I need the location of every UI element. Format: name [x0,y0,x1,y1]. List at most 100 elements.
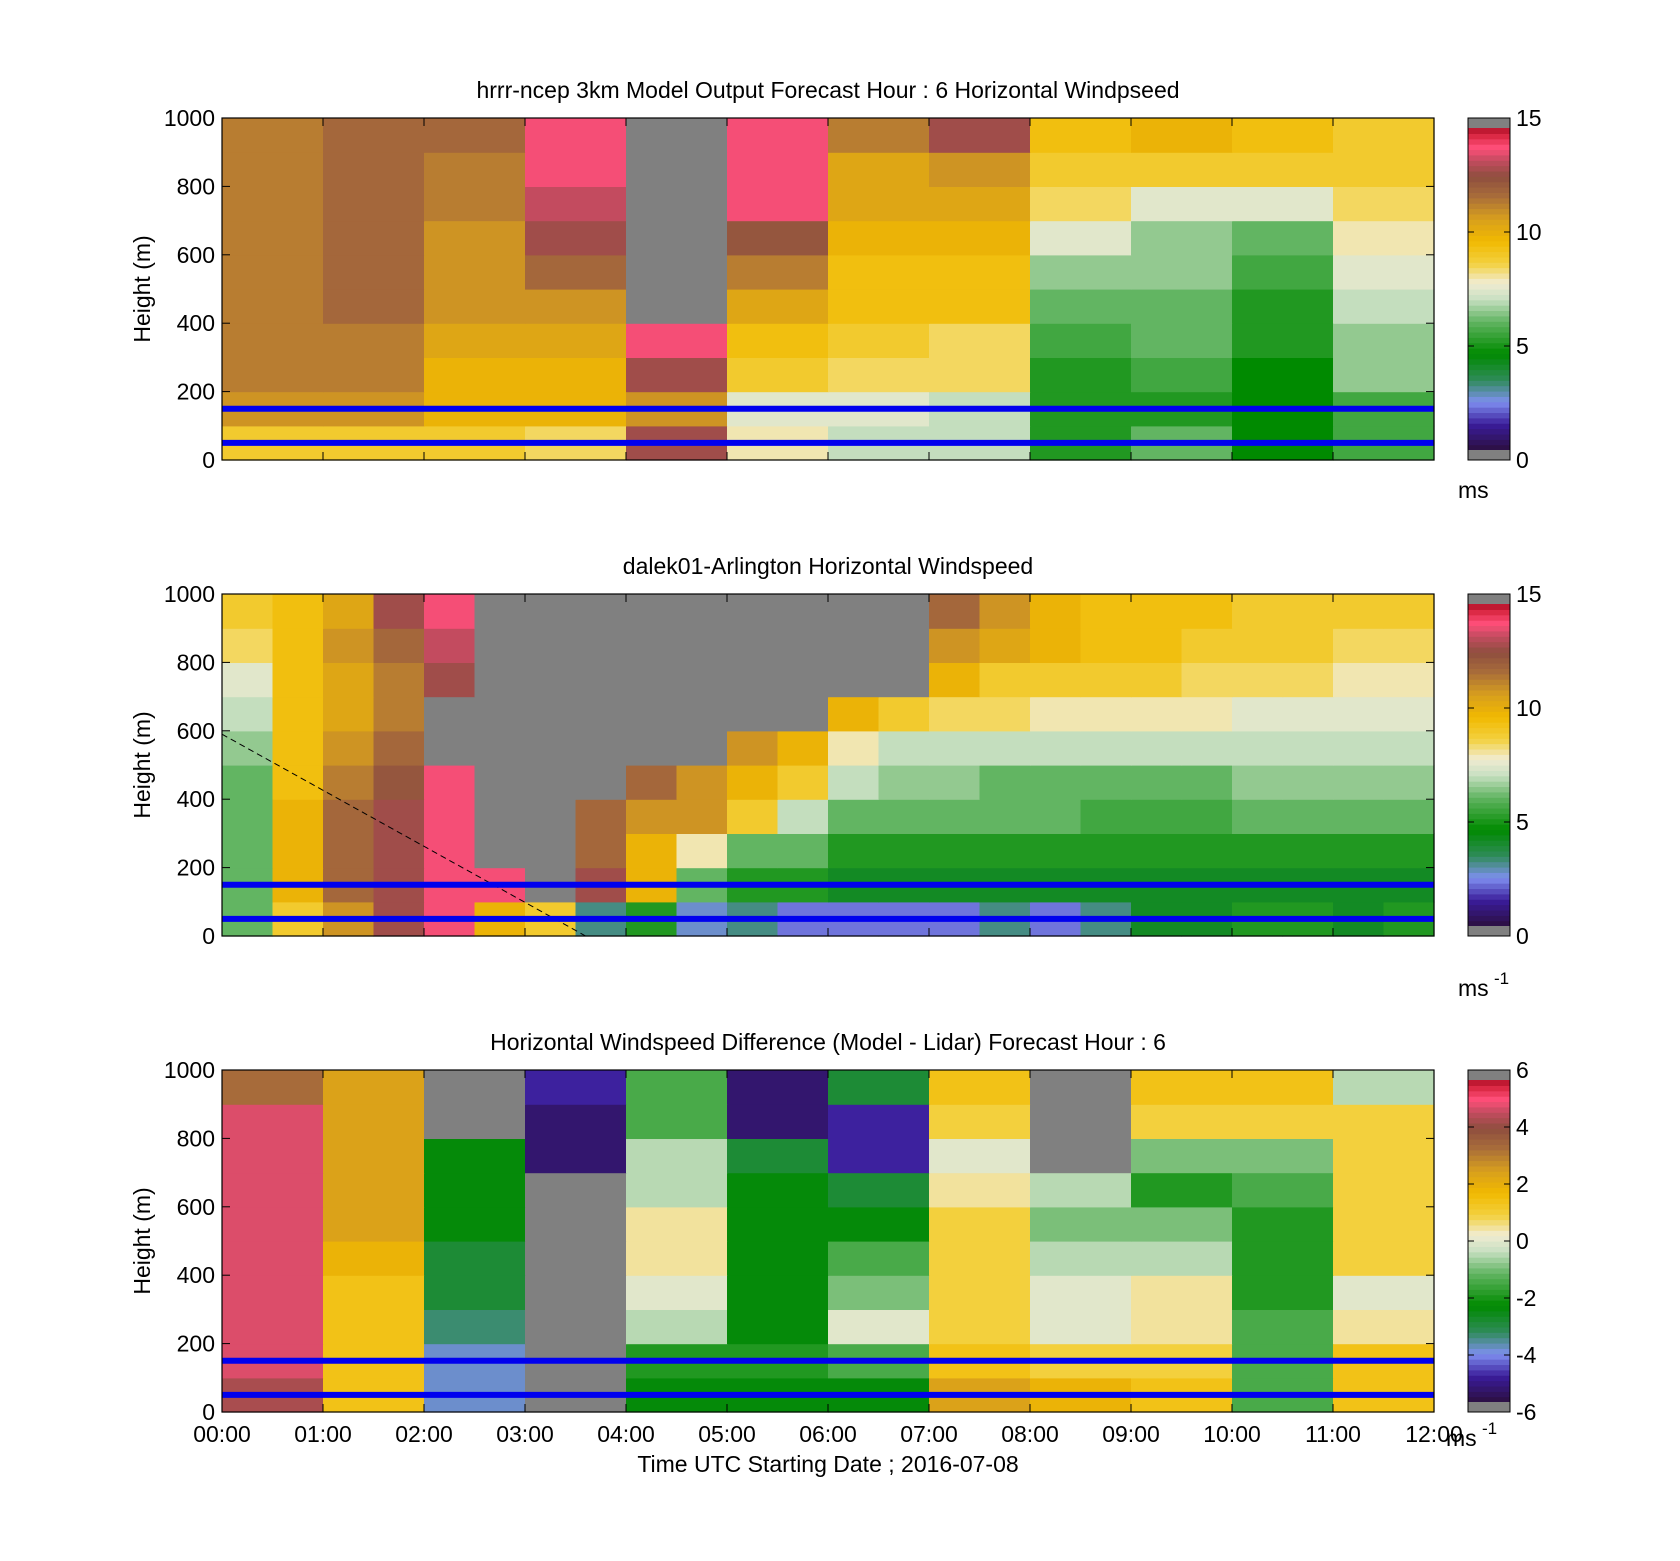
colorbar-segment [1468,390,1510,397]
heatmap-cell [676,594,728,629]
x-tick-label: 04:00 [597,1421,655,1447]
heatmap-cell [777,833,829,869]
colorbar-segment [1468,1353,1510,1360]
heatmap-cell [626,1309,728,1345]
colorbar-cap [1468,1402,1510,1412]
heatmap-cell [828,1070,930,1105]
heatmap-cell [727,1309,829,1345]
y-tick-label: 600 [177,718,215,744]
heatmap-cell [1282,765,1334,800]
colorbar-segment [1468,428,1510,435]
heatmap-cell [929,594,981,629]
heatmap-cell [1282,799,1334,834]
colorbar-segment [1468,1273,1510,1280]
y-tick-label: 200 [177,1331,215,1357]
heatmap-cell [1181,765,1233,800]
heatmap-cell [1333,799,1385,834]
heatmap-cell [525,1309,627,1345]
x-tick-label: 12:00 [1405,1421,1463,1447]
heatmap-cell [1232,662,1284,698]
heatmap-cell [272,730,324,766]
heatmap-cell [525,628,577,663]
heatmap-cell [1030,1104,1132,1139]
heatmap-cell [1383,628,1435,663]
colorbar-segment [1468,1112,1510,1119]
heatmap-cell [828,186,930,222]
heatmap-cell [929,186,1031,222]
colorbar-segment [1468,1128,1510,1135]
heatmap-cell [424,220,526,256]
heatmap-cell [575,765,627,800]
heatmap-cell [676,765,728,800]
colorbar-segment [1468,684,1510,691]
heatmap-cell [525,1104,627,1139]
colorbar-segment [1468,192,1510,199]
heatmap-cell [222,833,274,869]
colorbar-segment [1468,786,1510,793]
heatmap-cell [525,1138,627,1174]
colorbar-segment [1468,144,1510,151]
colorbar-segment [1468,1300,1510,1306]
y-tick-label: 1000 [164,581,215,607]
heatmap-cell [525,662,577,698]
colorbar-segment [1468,1090,1510,1097]
colorbar-segment [1468,358,1510,365]
heatmap-cell [1232,254,1334,290]
heatmap-cell [525,118,627,153]
colorbar-segment [1468,1267,1510,1274]
heatmap-cell [373,765,425,800]
colorbar-segment [1468,219,1510,226]
x-tick-label: 08:00 [1001,1421,1059,1447]
heatmap-cell [373,833,425,869]
heatmap-cell [626,765,678,800]
heatmap-cell [1383,696,1435,732]
colorbar-segment [1468,272,1510,279]
colorbar-segment [1468,775,1510,782]
y-tick-label: 0 [202,447,215,473]
colorbar-segment [1468,1369,1510,1376]
heatmap-cell [373,628,425,663]
colorbar-segment [1468,1241,1510,1247]
heatmap-cell [727,1070,829,1105]
heatmap-cell [525,594,577,629]
heatmap-cell [878,594,930,629]
x-tick-label: 11:00 [1305,1421,1361,1447]
heatmap-cell [323,1172,425,1208]
heatmap-cell [525,152,627,187]
heatmap-cell [1030,765,1082,800]
heatmap-cell [1131,696,1183,732]
colorbar-tick-label: 5 [1516,809,1529,835]
heatmap-cell [1030,1275,1132,1310]
colorbar-segment [1468,845,1510,852]
colorbar-segment [1468,807,1510,814]
panel-1: 0 200 400 600 800 1000 hrrr-ncep 3km Model Out… [129,77,1542,503]
colorbar-segment [1468,877,1510,884]
heatmap-cell [727,254,829,290]
heatmap-cell [878,662,930,698]
heatmap-cell [828,765,880,800]
y-tick-label: 800 [177,173,215,199]
colorbar-segment [1468,401,1510,408]
heatmap-cell [1030,323,1132,358]
heatmap-cell [525,186,627,222]
y-axis-label: Height (m) [129,711,155,818]
heatmap-cell [929,254,1031,290]
colorbar-segment [1468,1203,1510,1210]
heatmap-cell [777,628,829,663]
x-tick-label: 00:00 [193,1421,251,1447]
colorbar: -6 -4 -2 0 2 4 6 ms -1 [1446,1057,1537,1451]
heatmap-cell [1232,1309,1334,1345]
heatmap-cell [373,696,425,732]
heatmap-cell [424,289,526,324]
colorbar-segment [1468,770,1510,777]
colorbar-segment [1468,337,1510,344]
heatmap-cell [424,1138,526,1174]
heatmap-cell [474,833,526,869]
heatmap-cell [929,833,981,869]
heatmap-cell [525,1172,627,1208]
y-tick-label: 200 [177,855,215,881]
heatmap-cell [474,696,526,732]
heatmap-cell [222,323,324,358]
colorbar-segment [1468,128,1510,134]
heatmap-cell [676,628,728,663]
